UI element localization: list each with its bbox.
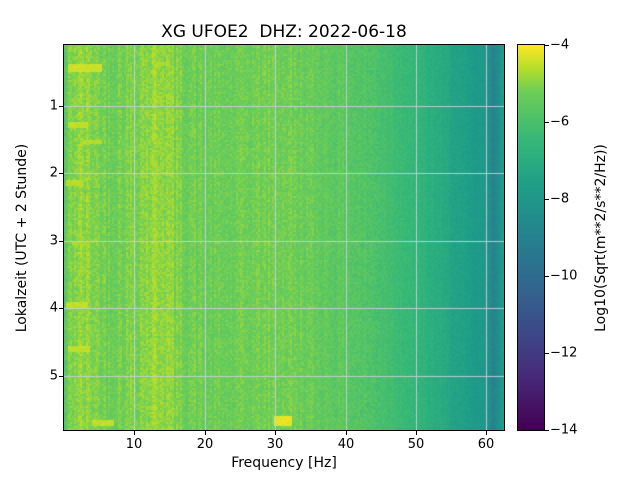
colorbar-tick-mark bbox=[545, 199, 549, 200]
colorbar-tick-label: −6 bbox=[550, 114, 570, 130]
colorbar-tick-mark bbox=[545, 353, 549, 354]
spectrogram-canvas bbox=[64, 45, 504, 430]
y-tick-mark bbox=[59, 173, 63, 174]
colorbar bbox=[517, 44, 545, 431]
x-tick-mark bbox=[486, 431, 487, 435]
y-tick-label: 5 bbox=[49, 368, 58, 384]
colorbar-canvas bbox=[518, 45, 544, 430]
x-tick-label: 20 bbox=[196, 437, 214, 452]
x-tick-mark bbox=[416, 431, 417, 435]
y-tick-mark bbox=[59, 308, 63, 309]
y-tick-mark bbox=[59, 106, 63, 107]
colorbar-tick-mark bbox=[545, 45, 549, 46]
y-tick-label: 4 bbox=[49, 300, 58, 316]
x-tick-label: 50 bbox=[407, 437, 425, 452]
colorbar-tick-label: −12 bbox=[550, 345, 578, 361]
y-axis-label: Lokalzeit (UTC + 2 Stunde) bbox=[14, 143, 30, 333]
x-tick-label: 30 bbox=[266, 437, 284, 452]
colorbar-tick-mark bbox=[545, 122, 549, 123]
colorbar-label: Log10(Sqrt(m**2/s**2/Hz)) bbox=[593, 144, 609, 332]
y-tick-mark bbox=[59, 376, 63, 377]
y-tick-mark bbox=[59, 241, 63, 242]
y-tick-label: 3 bbox=[49, 233, 58, 249]
x-axis-label: Frequency [Hz] bbox=[231, 455, 337, 471]
colorbar-tick-mark bbox=[545, 276, 549, 277]
plot-title: XG UFOE2 DHZ: 2022-06-18 bbox=[161, 22, 407, 42]
colorbar-tick-label: −4 bbox=[550, 37, 570, 53]
colorbar-tick-label: −10 bbox=[550, 268, 578, 284]
x-tick-label: 10 bbox=[125, 437, 143, 452]
colorbar-tick-label: −14 bbox=[550, 422, 578, 438]
x-tick-label: 40 bbox=[337, 437, 355, 452]
colorbar-tick-label: −8 bbox=[550, 191, 570, 207]
x-tick-mark bbox=[134, 431, 135, 435]
y-tick-label: 1 bbox=[49, 98, 58, 114]
spectrogram-axes bbox=[63, 44, 505, 431]
y-tick-label: 2 bbox=[49, 165, 58, 181]
x-tick-mark bbox=[205, 431, 206, 435]
colorbar-tick-mark bbox=[545, 430, 549, 431]
x-tick-mark bbox=[346, 431, 347, 435]
x-tick-label: 60 bbox=[477, 437, 495, 452]
x-tick-mark bbox=[275, 431, 276, 435]
